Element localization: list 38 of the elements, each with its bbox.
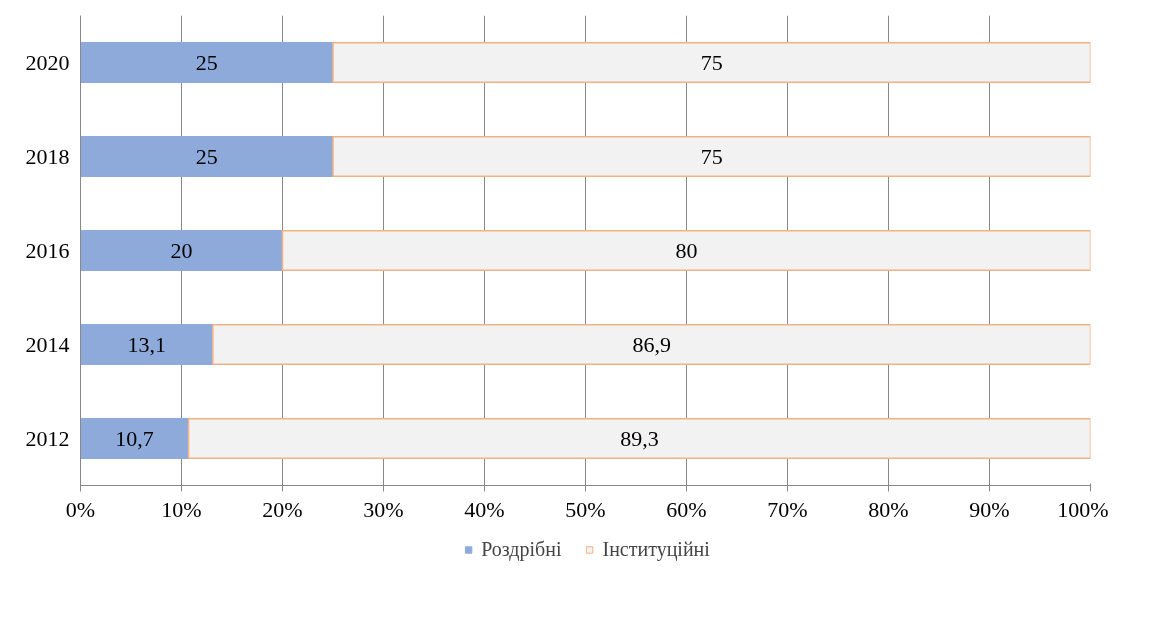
y-tick-label: 2014 <box>25 331 70 357</box>
data-label: 75 <box>700 49 723 75</box>
x-tick-label: 70% <box>767 496 808 522</box>
bar <box>80 324 214 365</box>
bar <box>281 230 1091 271</box>
x-tick-label: 50% <box>565 496 606 522</box>
y-tick-label: 2016 <box>25 237 70 263</box>
data-label: 20 <box>170 237 193 263</box>
x-tick-label: 10% <box>161 496 202 522</box>
data-label: 13,1 <box>127 331 166 357</box>
x-tick-label: 0% <box>65 496 96 522</box>
bar <box>80 42 334 83</box>
legend-label: Інституційні <box>602 537 710 561</box>
x-tick-label: 100% <box>1057 496 1109 522</box>
data-label: 75 <box>700 143 723 169</box>
x-tick-label: 80% <box>868 496 909 522</box>
x-tick-label: 20% <box>262 496 303 522</box>
y-tick-label: 2012 <box>25 425 70 451</box>
data-label: 80 <box>675 237 698 263</box>
data-label: 86,9 <box>632 331 671 357</box>
x-tick-label: 60% <box>666 496 707 522</box>
y-tick-label: 2018 <box>25 143 70 169</box>
bar <box>80 418 190 459</box>
legend-label: Роздрібні <box>481 537 562 561</box>
x-tick-label: 90% <box>969 496 1010 522</box>
data-label: 25 <box>195 49 218 75</box>
x-tick-label: 30% <box>363 496 404 522</box>
bar <box>80 136 334 177</box>
data-label: 89,3 <box>620 425 659 451</box>
data-label: 25 <box>195 143 218 169</box>
bar <box>332 136 1091 177</box>
bar <box>80 230 284 271</box>
bar <box>187 418 1091 459</box>
bar <box>212 324 1091 365</box>
data-label: 10,7 <box>115 425 154 451</box>
y-tick-label: 2020 <box>25 49 70 75</box>
x-tick-label: 40% <box>464 496 505 522</box>
bar <box>332 42 1091 83</box>
